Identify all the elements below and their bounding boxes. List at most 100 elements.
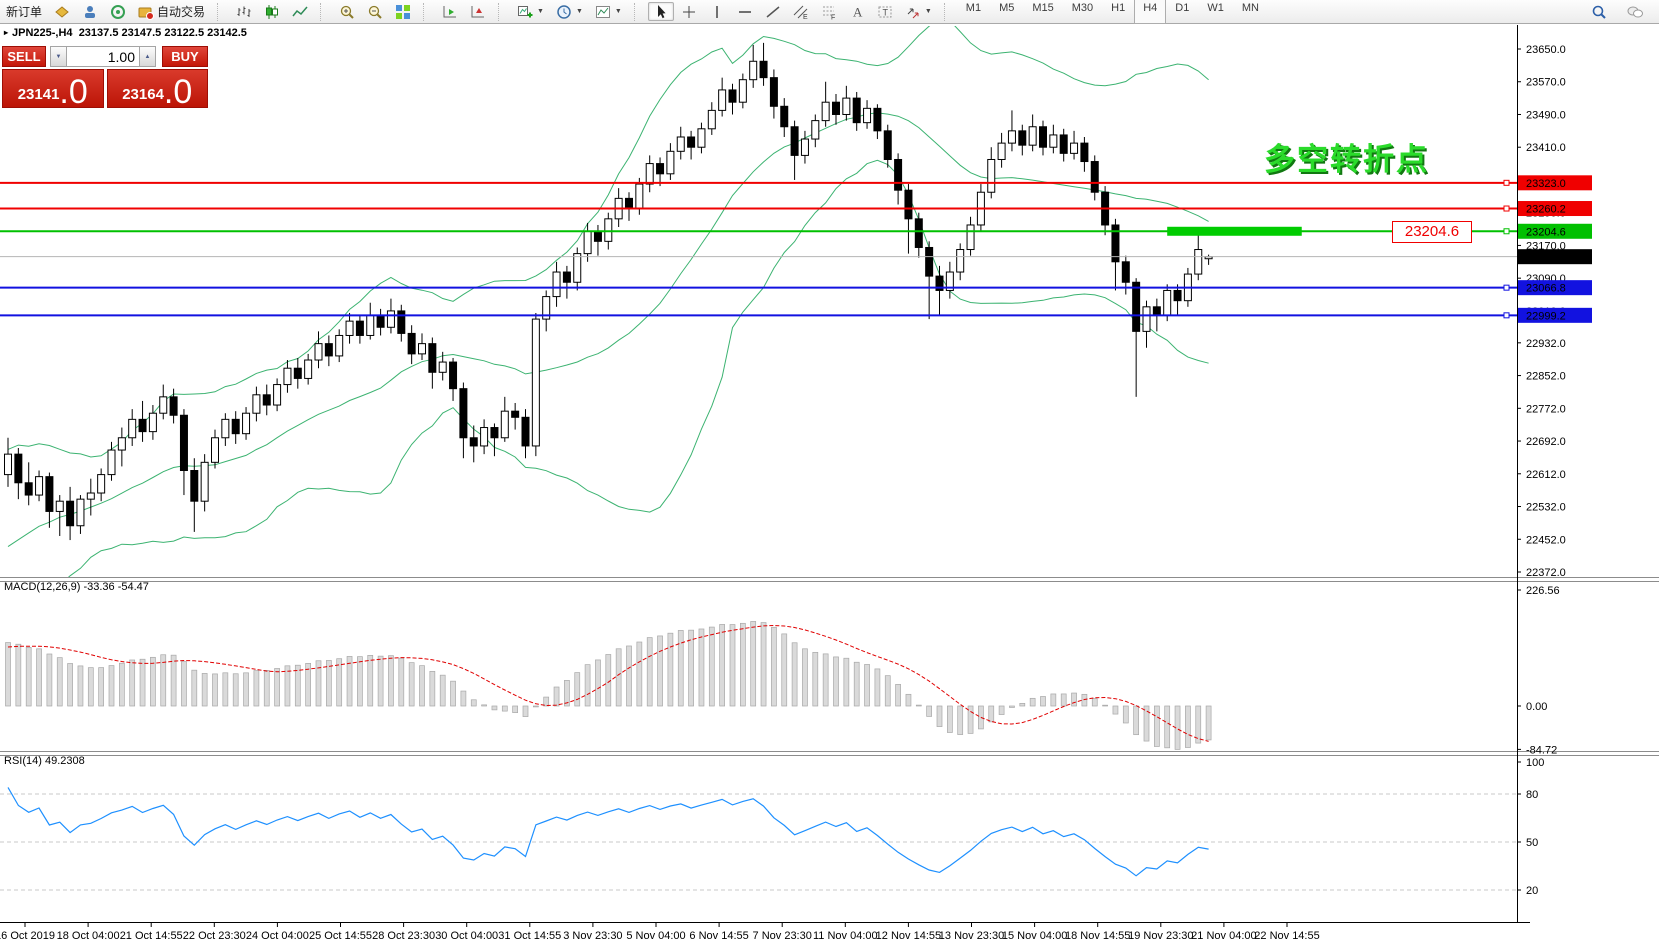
tf-m1[interactable]: M1 (957, 0, 990, 24)
sell-button[interactable]: SELL (2, 46, 46, 67)
tf-m30[interactable]: M30 (1063, 0, 1102, 24)
svg-text:F: F (831, 14, 835, 20)
svg-text:19 Nov 23:30: 19 Nov 23:30 (1128, 930, 1193, 942)
vline-button[interactable] (704, 2, 730, 21)
tf-m15[interactable]: M15 (1023, 0, 1062, 24)
hline-button[interactable] (732, 2, 758, 21)
svg-text:22612.0: 22612.0 (1526, 469, 1566, 481)
shift-end-icon (442, 4, 458, 20)
tf-d1[interactable]: D1 (1166, 0, 1198, 24)
svg-text:20: 20 (1526, 885, 1538, 897)
chevron-down-icon: ▼ (537, 8, 544, 15)
volume-increase-button[interactable]: ▲ (139, 46, 156, 67)
auto-scroll-button[interactable] (465, 2, 491, 21)
cursor-icon (653, 4, 669, 20)
gold-button[interactable] (49, 2, 75, 21)
toolbar-separator (320, 2, 330, 21)
candles-chart-button[interactable] (259, 2, 285, 21)
buy-price-pips: .0 (163, 73, 193, 112)
webphone-button[interactable] (105, 2, 131, 21)
indicators-button[interactable]: ▼ (590, 2, 627, 21)
toolbar-group-chart-type (230, 0, 314, 23)
periods-button[interactable]: ▼ (551, 2, 588, 21)
shift-end-button[interactable] (437, 2, 463, 21)
chevron-down-icon: ▼ (924, 8, 932, 15)
svg-text:22452.0: 22452.0 (1526, 534, 1566, 546)
toolbar-group-zoom (333, 0, 417, 23)
search-button[interactable] (1586, 2, 1612, 21)
svg-text:18 Oct 04:00: 18 Oct 04:00 (57, 930, 120, 942)
svg-text:23142.5: 23142.5 (1526, 252, 1566, 264)
chat-icon (1627, 4, 1643, 20)
tf-m5-label: M5 (999, 2, 1015, 14)
svg-text:16 Oct 2019: 16 Oct 2019 (0, 930, 55, 942)
svg-text:5 Nov 04:00: 5 Nov 04:00 (626, 930, 685, 942)
indicators-icon (595, 4, 611, 20)
auto-scroll-icon (470, 4, 486, 20)
tf-h1[interactable]: H1 (1102, 0, 1134, 24)
channel-button[interactable]: E (788, 2, 814, 21)
horizontal-level-lines (0, 179, 1517, 319)
text-button[interactable]: A (844, 2, 870, 21)
time-axis: 16 Oct 2019 18 Oct 04:00 21 Oct 14:55 22 Oc… (0, 922, 1320, 942)
new-chart-button[interactable]: ▼ (512, 2, 549, 21)
buy-price-panel[interactable]: 23164 .0 (106, 69, 208, 112)
svg-text:22852.0: 22852.0 (1526, 371, 1566, 383)
zoom-in-button[interactable] (334, 2, 360, 21)
svg-text:21 Oct 14:55: 21 Oct 14:55 (120, 930, 183, 942)
buy-button[interactable]: BUY (162, 46, 208, 67)
price-level-callout[interactable]: 23204.6 (1392, 221, 1472, 243)
vline-icon (709, 4, 725, 20)
svg-text:226.56: 226.56 (1526, 585, 1560, 597)
tf-h4-label: H4 (1143, 2, 1158, 14)
hline-icon (737, 4, 753, 20)
tf-w1[interactable]: W1 (1198, 0, 1233, 24)
svg-text:22772.0: 22772.0 (1526, 403, 1566, 415)
svg-text:22372.0: 22372.0 (1526, 567, 1566, 579)
tile-windows-button[interactable] (390, 2, 416, 21)
chat-button[interactable] (1622, 2, 1648, 21)
svg-text:3 Nov 23:30: 3 Nov 23:30 (563, 930, 622, 942)
svg-text:6 Nov 14:55: 6 Nov 14:55 (689, 930, 748, 942)
trendline-icon (765, 4, 781, 20)
svg-text:28 Oct 23:30: 28 Oct 23:30 (372, 930, 435, 942)
top-toolbar: 新订单 自动交易 ▼ ▼ ▼ E F A T ▼ M1 M5 M15 M30 H1 H4 D1 W1 MN (0, 0, 1659, 24)
new-order-button[interactable]: 新订单 (1, 2, 47, 21)
turning-point-annotation[interactable]: 多空转折点 (1264, 142, 1429, 177)
cursor-button[interactable] (647, 2, 674, 21)
chart-symbol-label: JPN225-,H4 (12, 27, 73, 39)
zoom-out-icon (367, 4, 383, 20)
rsi-pane (0, 787, 1517, 891)
svg-text:50: 50 (1526, 837, 1538, 849)
macd-signal-line (7, 624, 1209, 742)
svg-text:23490.0: 23490.0 (1526, 109, 1566, 121)
line-chart-icon (292, 4, 308, 20)
volume-decrease-button[interactable]: ▼ (50, 46, 67, 67)
label-button[interactable]: T (872, 2, 898, 21)
main-price-pane (7, 26, 1209, 577)
community-button[interactable] (77, 2, 103, 21)
svg-text:80: 80 (1526, 789, 1538, 801)
tf-h4[interactable]: H4 (1134, 0, 1167, 24)
svg-text:A: A (853, 4, 863, 19)
arrows-button[interactable]: ▼ (900, 2, 937, 21)
svg-text:24 Oct 04:00: 24 Oct 04:00 (246, 930, 309, 942)
zoom-out-button[interactable] (362, 2, 388, 21)
line-chart-button[interactable] (287, 2, 313, 21)
autotrade-button[interactable]: 自动交易 (133, 2, 210, 21)
toolbar-group-drawing: E F A T ▼ (647, 0, 938, 23)
svg-text:23650.0: 23650.0 (1526, 44, 1566, 56)
volume-input[interactable] (67, 46, 139, 67)
svg-text:0.00: 0.00 (1526, 701, 1547, 713)
toolbar-group-scroll (436, 0, 492, 23)
sell-price-panel[interactable]: 23141 .0 (2, 69, 104, 109)
tf-m5[interactable]: M5 (990, 0, 1023, 24)
search-icon (1591, 4, 1607, 20)
svg-text:12 Nov 14:55: 12 Nov 14:55 (876, 930, 941, 942)
bars-chart-button[interactable] (231, 2, 257, 21)
crosshair-button[interactable] (676, 2, 702, 21)
fibonacci-button[interactable]: F (816, 2, 842, 21)
trendline-button[interactable] (760, 2, 786, 21)
tf-mn[interactable]: MN (1233, 0, 1268, 24)
